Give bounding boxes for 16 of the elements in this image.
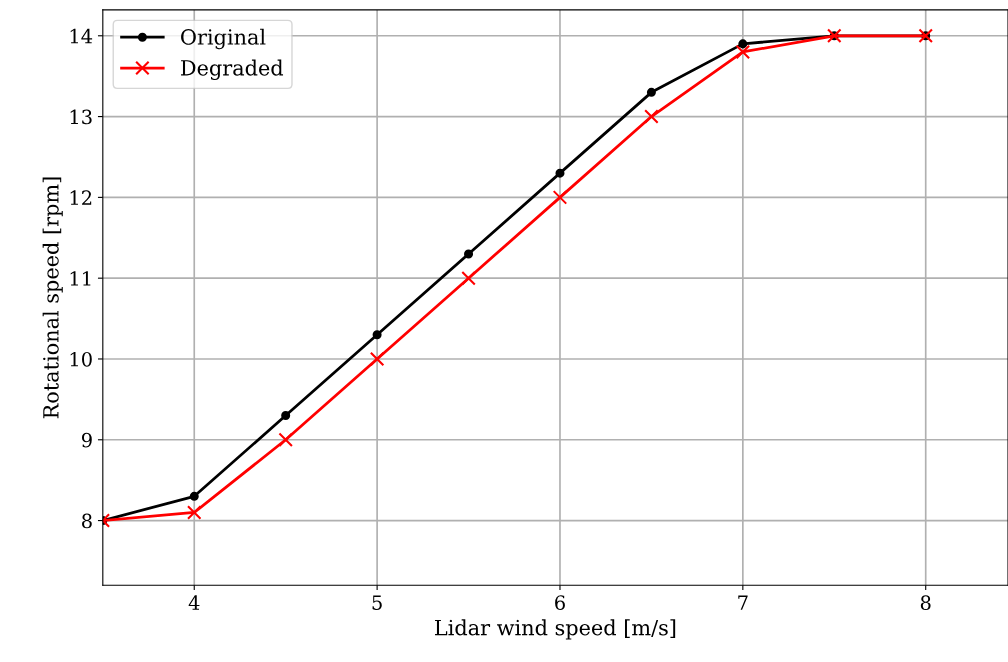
y-tick-label: 8: [82, 513, 92, 529]
x-tick-label: 5: [372, 595, 382, 610]
legend-label: Original: [181, 28, 266, 50]
y-tick-label: 12: [70, 190, 92, 205]
x-tick-label: 6: [555, 595, 565, 610]
y-tick-label: 14: [70, 28, 93, 44]
x-tick-label: 4: [188, 595, 200, 610]
x-tick-label: 7: [738, 595, 748, 610]
x-tick-label: 8: [920, 595, 931, 610]
y-axis-title: Rotational speed [rpm]: [42, 177, 63, 419]
y-tick-label: 13: [70, 109, 92, 125]
x-axis-title: Lidar wind speed [m/s]: [435, 619, 676, 640]
legend-label: Degraded: [181, 59, 284, 81]
y-tick-label: 10: [70, 351, 92, 367]
y-tick-label: 9: [81, 432, 92, 448]
y-tick-label: 11: [70, 271, 91, 286]
